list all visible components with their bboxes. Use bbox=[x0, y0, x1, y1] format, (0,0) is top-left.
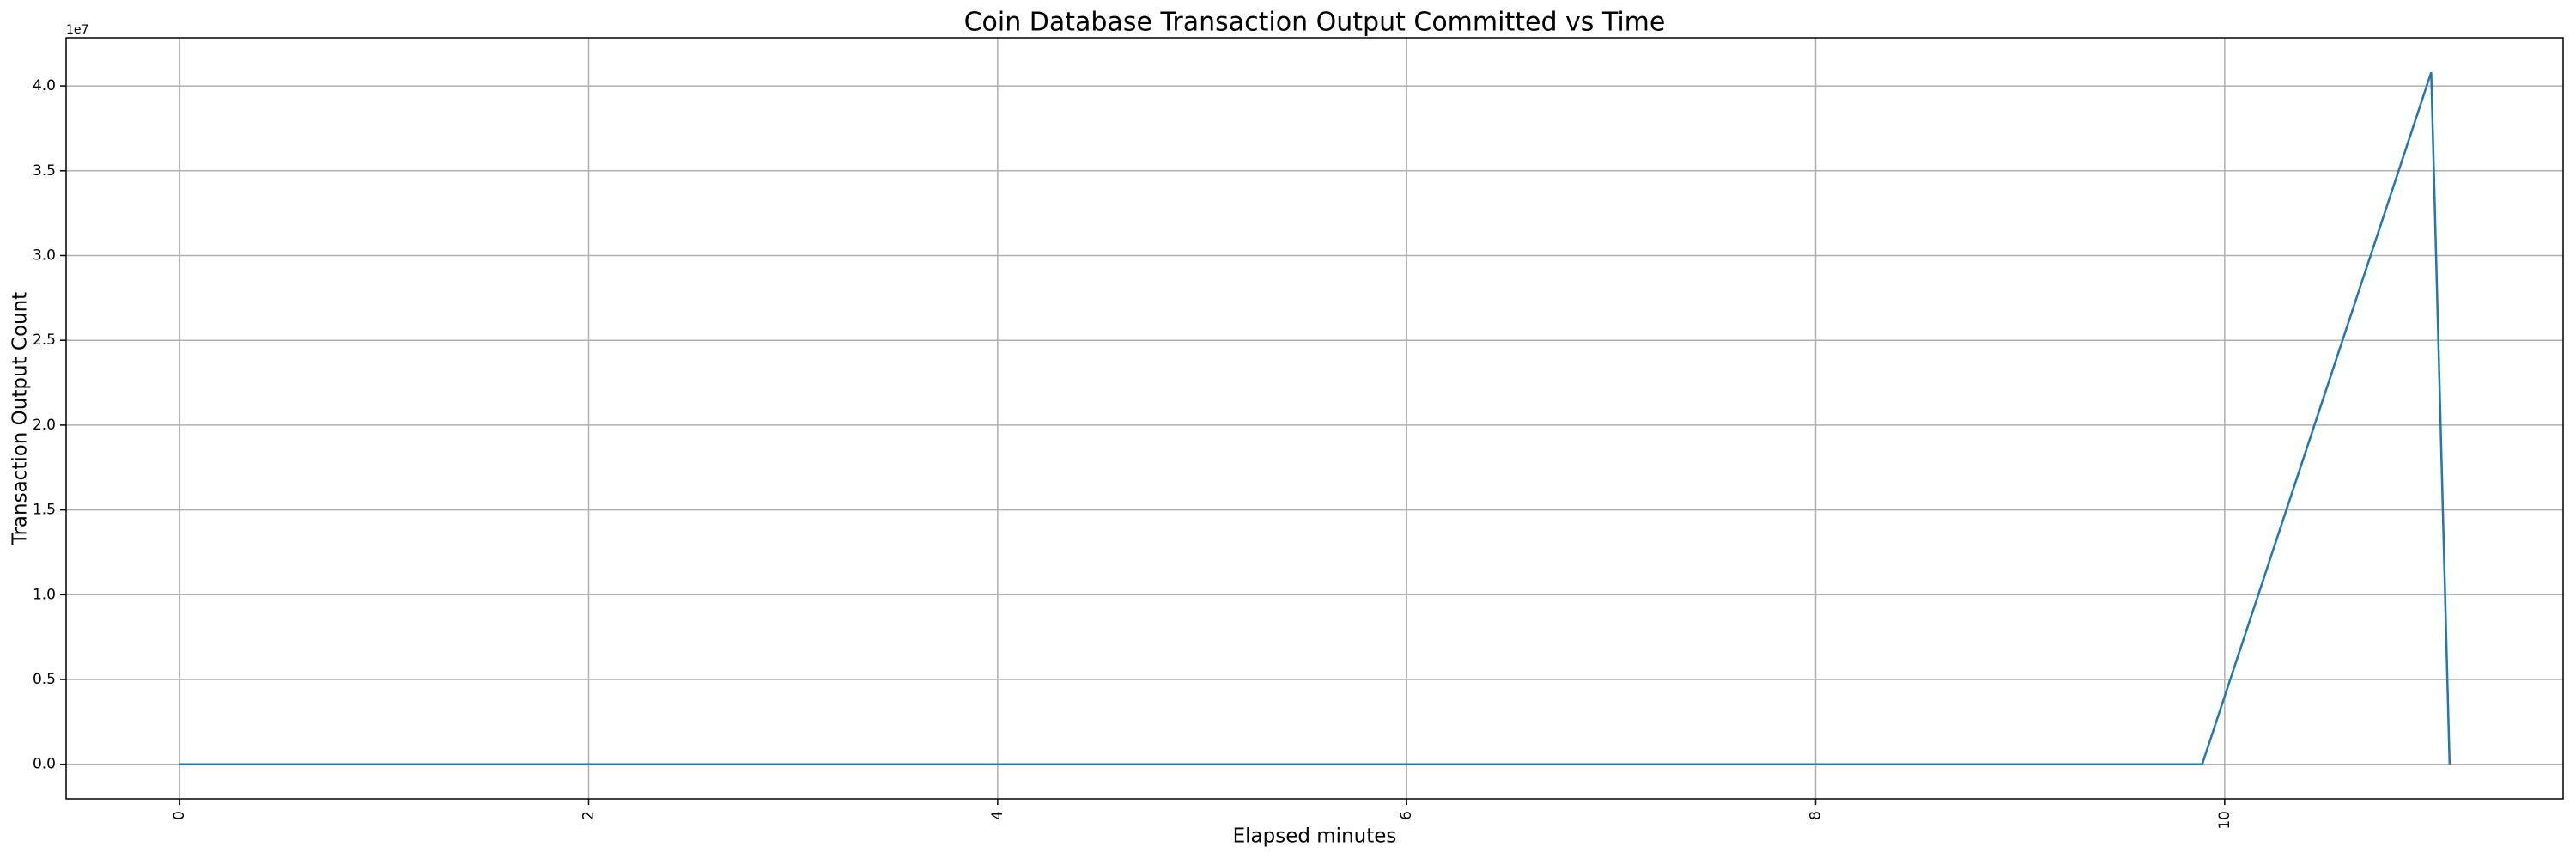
y-tick-label: 3.0 bbox=[33, 247, 56, 264]
y-tick-label: 2.5 bbox=[33, 332, 56, 349]
y-tick-label: 0.0 bbox=[33, 756, 56, 773]
line-series bbox=[179, 71, 2451, 765]
y-tick-label: 1.0 bbox=[33, 586, 56, 603]
y-axis-label: Transaction Output Count bbox=[9, 292, 32, 545]
y-tick-label: 3.5 bbox=[33, 162, 56, 180]
x-tick-label: 10 bbox=[2216, 811, 2233, 830]
y-offset-label: 1e7 bbox=[66, 23, 88, 37]
y-tick-label: 2.0 bbox=[33, 417, 56, 434]
y-tick-label: 0.5 bbox=[33, 671, 56, 688]
x-tick-label: 6 bbox=[1398, 811, 1415, 820]
x-tick-label: 0 bbox=[171, 811, 188, 820]
x-axis-label: Elapsed minutes bbox=[1233, 825, 1397, 848]
plot-frame bbox=[65, 37, 2564, 800]
x-tick-label: 2 bbox=[580, 811, 598, 820]
y-tick-label: 1.5 bbox=[33, 502, 56, 519]
chart-title: Coin Database Transaction Output Committ… bbox=[964, 8, 1666, 38]
x-tick-label: 4 bbox=[989, 811, 1006, 820]
x-tick-label: 8 bbox=[1807, 811, 1825, 820]
y-tick-label: 4.0 bbox=[33, 77, 56, 94]
